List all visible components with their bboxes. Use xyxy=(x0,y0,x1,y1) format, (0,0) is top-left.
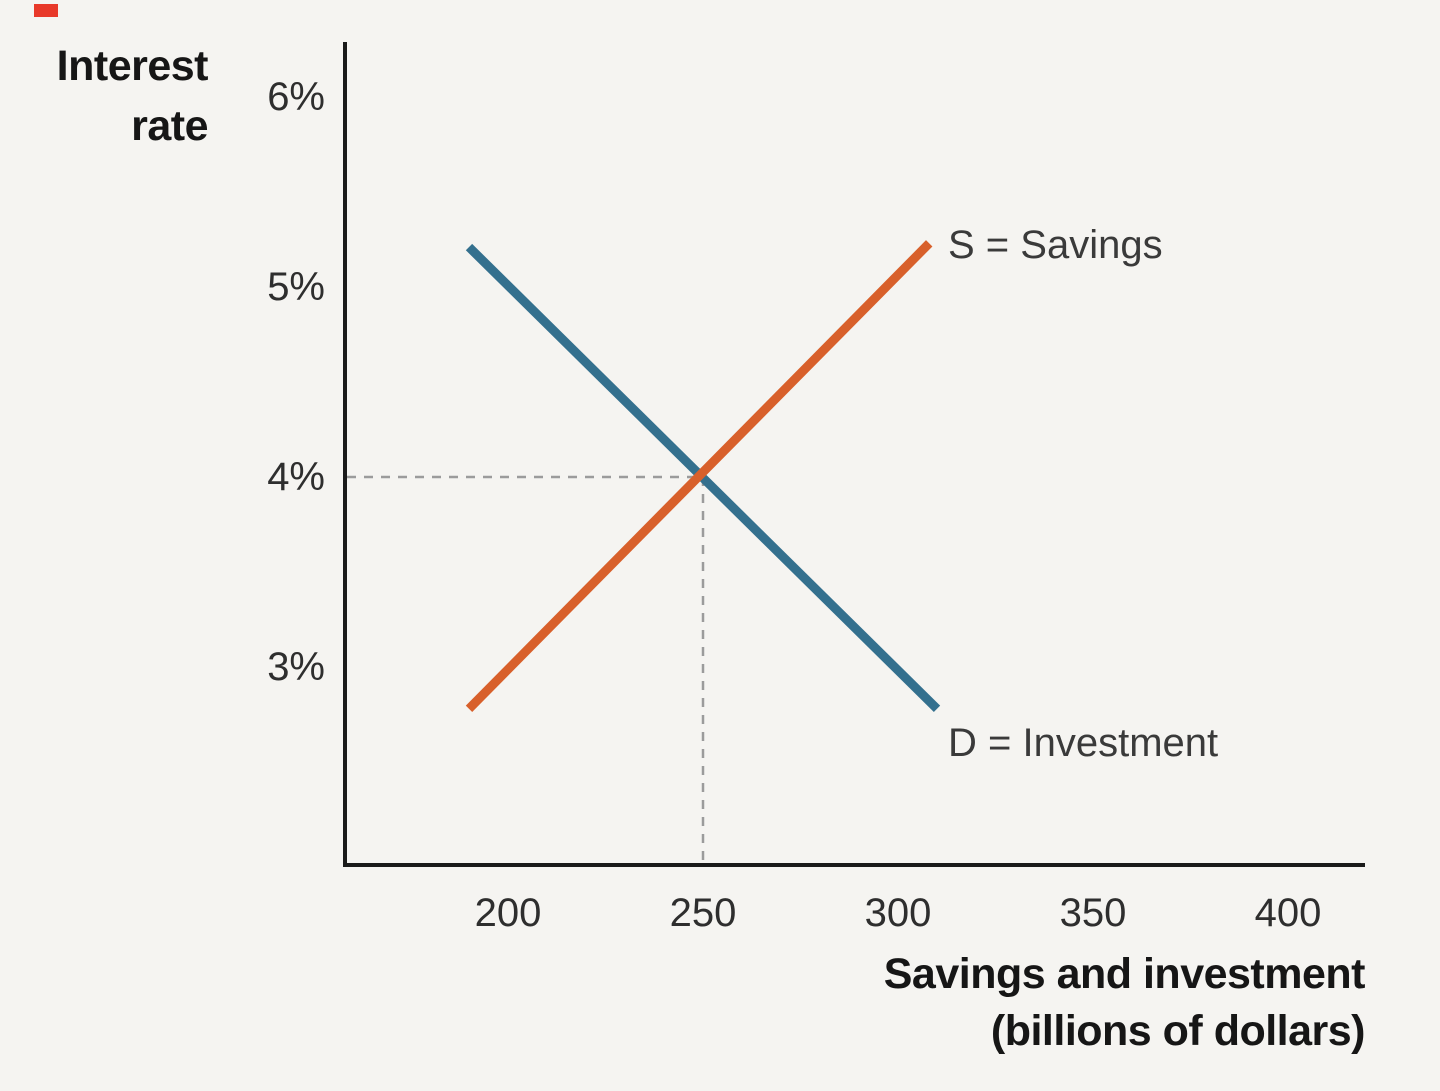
y-tick-label-3pct: 3% xyxy=(267,645,325,689)
y-axis-title-line2: rate xyxy=(131,102,208,150)
red-artifact xyxy=(34,4,58,17)
x-tick-label-300: 300 xyxy=(864,891,932,935)
x-tick-label-350: 350 xyxy=(1059,891,1127,935)
y-tick-label-6pct: 6% xyxy=(267,75,325,119)
x-axis-title: Savings and investment (billions of doll… xyxy=(500,946,1366,1060)
series-label-savings: S = Savings xyxy=(948,223,1163,267)
x-tick-label-200: 200 xyxy=(474,891,542,935)
y-axis-title: Interest rate xyxy=(10,36,209,156)
x-axis-title-line2: (billions of dollars) xyxy=(990,1007,1366,1055)
x-axis-title-line1: Savings and investment xyxy=(883,950,1366,998)
x-tick-label-250: 250 xyxy=(669,891,737,935)
y-tick-label-5pct: 5% xyxy=(267,265,325,309)
y-axis-title-line1: Interest xyxy=(56,42,209,90)
y-tick-label-4pct: 4% xyxy=(267,455,325,499)
x-tick-label-400: 400 xyxy=(1254,891,1322,935)
series-label-investment: D = Investment xyxy=(948,721,1219,765)
